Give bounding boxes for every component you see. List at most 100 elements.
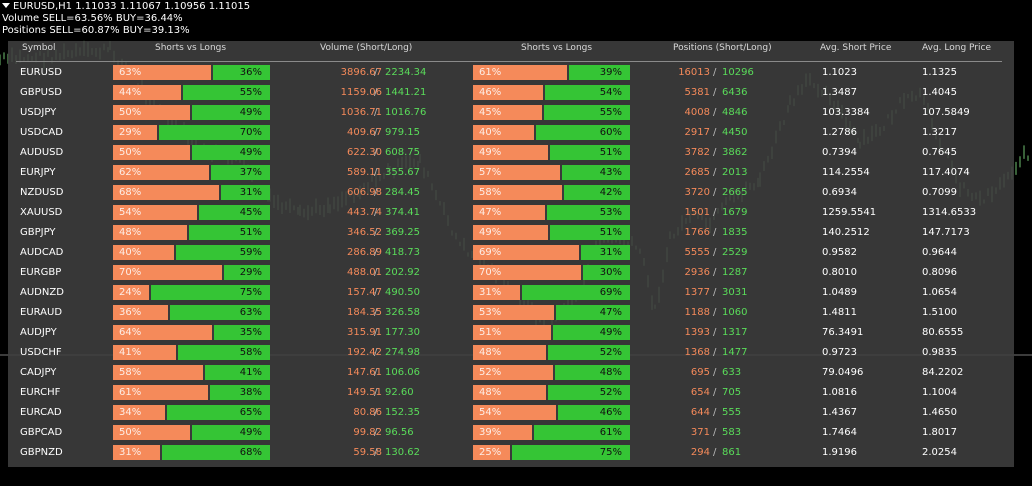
table-row[interactable]: USDCHF 41% 58% 192.42/274.98 48% 52% 1368/1477…: [8, 343, 1014, 363]
volume-short-pct: 54%: [119, 207, 142, 218]
table-row[interactable]: EURAUD 36% 63% 184.35/326.58 53% 47% 1188/1060…: [8, 303, 1014, 323]
positions-ratio-bar: 47% 53%: [473, 205, 630, 220]
volume-short: 315.91: [347, 327, 382, 338]
volume-short: 488.01: [347, 267, 382, 278]
volume-long-pct: 59%: [239, 247, 262, 258]
positions-short-pct: 69%: [479, 247, 502, 258]
volume-ratio-bar: 50% 49%: [113, 145, 270, 160]
positions-ratio-bar: 39% 61%: [473, 425, 630, 440]
table-row[interactable]: GBPJPY 48% 51% 346.52/369.25 49% 51% 1766/1835…: [8, 223, 1014, 243]
volume-short-segment: [113, 325, 215, 340]
table-row[interactable]: EURGBP 70% 29% 488.01/202.92 70% 30% 2936/1287…: [8, 263, 1014, 283]
table-row[interactable]: XAUUSD 54% 45% 443.74/374.41 47% 53% 1501/1679…: [8, 203, 1014, 223]
volume-long-pct: 37%: [239, 167, 262, 178]
col-header-positions-shorts-vs-longs: Shorts vs Longs: [521, 43, 593, 53]
symbol-cell: AUDCAD: [20, 247, 64, 258]
volume-long: 326.58: [385, 307, 420, 318]
volume-ratio-bar: 24% 75%: [113, 285, 270, 300]
volume-ratio-bar: 61% 38%: [113, 385, 270, 400]
positions-short-pct: 52%: [479, 367, 502, 378]
symbol-cell: AUDUSD: [20, 147, 64, 158]
positions-long: 1060: [722, 307, 748, 318]
table-row[interactable]: CADJPY 58% 41% 147.61/106.06 52% 48% 695/633 79…: [8, 363, 1014, 383]
avg-long-price: 1.1004: [922, 387, 957, 398]
table-row[interactable]: USDJPY 50% 49% 1036.71/1016.76 45% 55% 4008/48…: [8, 103, 1014, 123]
volume-long: 355.67: [385, 167, 420, 178]
symbol-cell: EURJPY: [20, 167, 56, 178]
positions-short-segment: [473, 445, 513, 460]
avg-short-price: 140.2512: [822, 227, 870, 238]
volume-ratio-bar: 64% 35%: [113, 325, 270, 340]
table-row[interactable]: EURCHF 61% 38% 149.51/92.60 48% 52% 654/705 1.0…: [8, 383, 1014, 403]
positions-short: 695: [690, 367, 710, 378]
volume-long-pct: 49%: [239, 147, 262, 158]
positions-short: 1188: [684, 307, 710, 318]
table-row[interactable]: GBPUSD 44% 55% 1159.06/1441.21 46% 54% 5381/64…: [8, 83, 1014, 103]
positions-long-pct: 75%: [599, 447, 622, 458]
symbol-cell: GBPCAD: [20, 427, 63, 438]
volume-long-pct: 63%: [239, 307, 262, 318]
positions-long-pct: 69%: [599, 287, 622, 298]
volume-long-pct: 45%: [239, 207, 262, 218]
symbol-cell: GBPNZD: [20, 447, 63, 458]
table-row[interactable]: AUDUSD 50% 49% 622.30/608.75 49% 51% 3782/3862…: [8, 143, 1014, 163]
volume-ratio-bar: 54% 45%: [113, 205, 270, 220]
volume-long-pct: 36%: [239, 67, 262, 78]
positions-short-pct: 45%: [479, 107, 502, 118]
avg-short-price: 0.8010: [822, 267, 857, 278]
chevron-down-icon[interactable]: [2, 3, 10, 8]
positions-short-pct: 53%: [479, 307, 502, 318]
positions-short: 1377: [684, 287, 710, 298]
positions-summary: Positions SELL=60.87% BUY=39.13%: [2, 25, 190, 36]
slash-separator: /: [713, 147, 717, 158]
volume-short: 59.58: [353, 447, 382, 458]
positions-long: 2529: [722, 247, 748, 258]
volume-long-pct: 29%: [239, 267, 262, 278]
table-row[interactable]: AUDCAD 40% 59% 286.89/418.73 69% 31% 5555/2529…: [8, 243, 1014, 263]
volume-short-pct: 41%: [119, 347, 142, 358]
positions-short: 5555: [684, 247, 710, 258]
table-row[interactable]: GBPNZD 31% 68% 59.58/130.62 25% 75% 294/861 1.9…: [8, 443, 1014, 463]
avg-short-price: 1.4367: [822, 407, 857, 418]
col-header-positions: Positions (Short/Long): [673, 43, 772, 53]
positions-long-pct: 52%: [599, 387, 622, 398]
volume-short-pct: 36%: [119, 307, 142, 318]
table-row[interactable]: NZDUSD 68% 31% 606.98/284.45 58% 42% 3720/2665…: [8, 183, 1014, 203]
avg-short-price: 1.4811: [822, 307, 857, 318]
volume-short: 157.47: [347, 287, 382, 298]
table-row[interactable]: USDCAD 29% 70% 409.67/979.15 40% 60% 2917/4450…: [8, 123, 1014, 143]
volume-long-pct: 51%: [239, 227, 262, 238]
positions-short-segment: [473, 305, 557, 320]
table-row[interactable]: AUDJPY 64% 35% 315.91/177.30 51% 49% 1393/1317…: [8, 323, 1014, 343]
volume-short: 346.52: [347, 227, 382, 238]
avg-short-price: 1.9196: [822, 447, 857, 458]
positions-short-pct: 40%: [479, 127, 502, 138]
slash-separator: /: [374, 227, 378, 238]
table-row[interactable]: EURJPY 62% 37% 589.11/355.67 57% 43% 2685/2013…: [8, 163, 1014, 183]
avg-long-price: 0.8096: [922, 267, 957, 278]
table-row[interactable]: EURCAD 34% 65% 80.86/152.35 54% 46% 644/555 1.4…: [8, 403, 1014, 423]
positions-ratio-bar: 46% 54%: [473, 85, 630, 100]
table-row[interactable]: EURUSD 63% 36% 3896.67/2234.34 61% 39% 16013/1…: [8, 63, 1014, 83]
volume-short: 589.11: [347, 167, 382, 178]
col-header-avg-short-price: Avg. Short Price: [820, 43, 892, 53]
positions-long: 633: [722, 367, 742, 378]
positions-short-pct: 51%: [479, 327, 502, 338]
col-header-volume: Volume (Short/Long): [320, 43, 413, 53]
avg-short-price: 0.9582: [822, 247, 857, 258]
table-row[interactable]: AUDNZD 24% 75% 157.47/490.50 31% 69% 1377/3031…: [8, 283, 1014, 303]
volume-short-pct: 64%: [119, 327, 142, 338]
positions-long-pct: 48%: [599, 367, 622, 378]
volume-short-segment: [113, 145, 193, 160]
table-row[interactable]: GBPCAD 50% 49% 99.82/96.56 39% 61% 371/583 1.74…: [8, 423, 1014, 443]
slash-separator: /: [713, 227, 717, 238]
chart-symbol-header[interactable]: EURUSD,H1 1.11033 1.11067 1.10956 1.1101…: [2, 1, 250, 13]
avg-short-price: 114.2554: [822, 167, 870, 178]
slash-separator: /: [374, 187, 378, 198]
volume-long: 2234.34: [385, 67, 427, 78]
volume-ratio-bar: 63% 36%: [113, 65, 270, 80]
avg-short-price: 79.0496: [822, 367, 864, 378]
positions-ratio-bar: 40% 60%: [473, 125, 630, 140]
volume-long-pct: 68%: [239, 447, 262, 458]
volume-short-segment: [113, 425, 193, 440]
